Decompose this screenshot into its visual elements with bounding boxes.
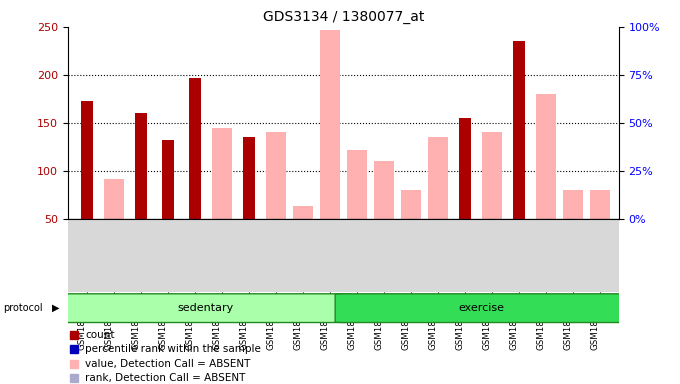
Bar	[293, 207, 313, 219]
Bar	[81, 101, 93, 219]
Bar	[347, 150, 367, 219]
Text: protocol: protocol	[3, 303, 43, 313]
Bar	[563, 190, 583, 219]
FancyBboxPatch shape	[335, 294, 627, 323]
Text: rank, Detection Call = ABSENT: rank, Detection Call = ABSENT	[86, 373, 245, 383]
Bar	[243, 137, 255, 219]
Text: percentile rank within the sample: percentile rank within the sample	[86, 344, 261, 354]
Bar	[135, 113, 147, 219]
Bar	[162, 140, 174, 219]
Bar	[320, 30, 339, 219]
Bar	[401, 190, 421, 219]
Bar	[212, 127, 232, 219]
Bar	[482, 132, 502, 219]
Bar	[459, 118, 471, 219]
Bar	[104, 179, 124, 219]
Bar	[537, 94, 556, 219]
Text: count: count	[86, 330, 115, 340]
Bar	[590, 190, 610, 219]
Bar	[513, 41, 525, 219]
Text: ▶: ▶	[52, 303, 59, 313]
Bar	[266, 132, 286, 219]
FancyBboxPatch shape	[60, 294, 352, 323]
Bar	[428, 137, 447, 219]
Bar	[374, 161, 394, 219]
Text: GDS3134 / 1380077_at: GDS3134 / 1380077_at	[262, 10, 424, 23]
Text: exercise: exercise	[458, 303, 504, 313]
Bar	[189, 78, 201, 219]
Text: sedentary: sedentary	[177, 303, 234, 313]
Text: value, Detection Call = ABSENT: value, Detection Call = ABSENT	[86, 359, 251, 369]
